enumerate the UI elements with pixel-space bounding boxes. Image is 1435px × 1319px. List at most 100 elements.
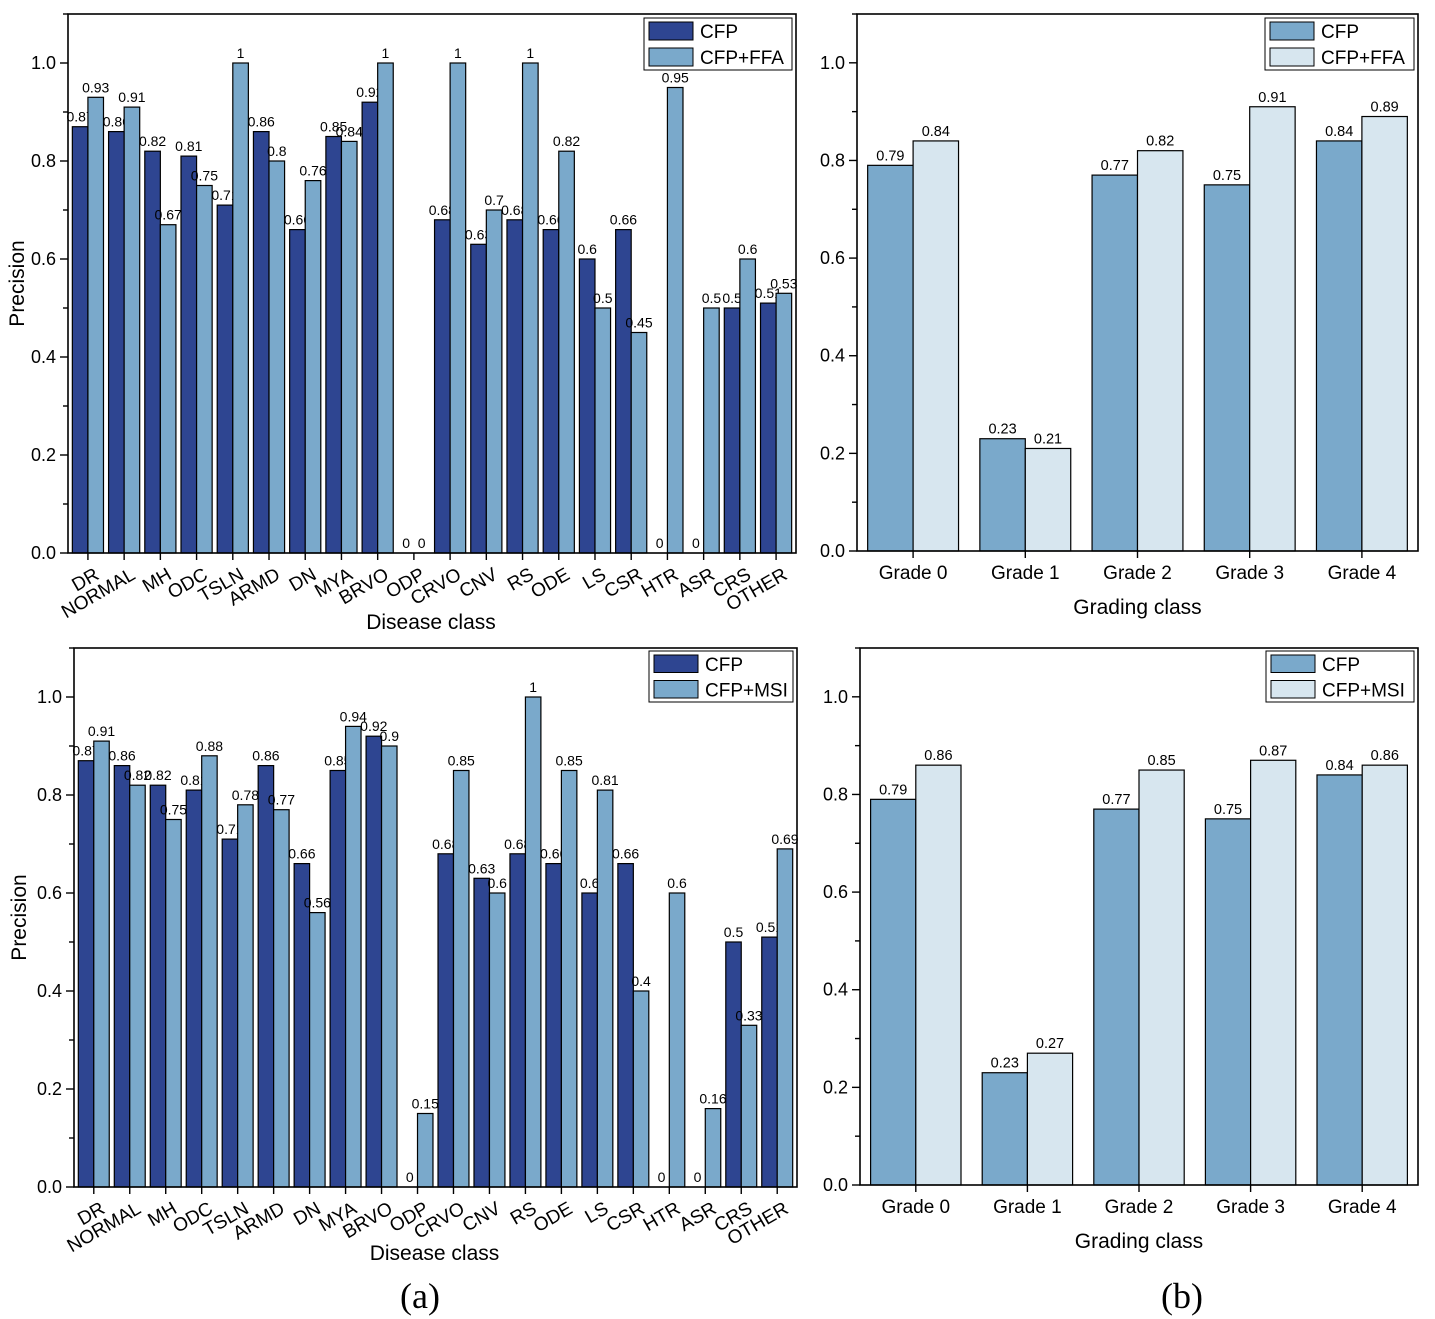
x-tick-label: Grade 3 <box>1215 563 1284 584</box>
x-tick-label: Grade 1 <box>991 563 1060 584</box>
data-label: 0.5 <box>724 924 744 940</box>
data-label: 0.6 <box>667 875 687 891</box>
bar-cfp-msi-csr <box>632 990 650 1188</box>
bar-cfp-ffa-asr <box>703 307 720 554</box>
data-label: 0.91 <box>88 723 115 739</box>
data-label: 0.75 <box>1213 168 1241 184</box>
bar-cfp-ffa-normal <box>123 106 141 554</box>
bar-cfp-ffa-brvo <box>377 62 394 554</box>
x-tick-label: CNV <box>459 1198 505 1236</box>
bar-cfp-armd <box>257 764 275 1188</box>
data-label: 0.91 <box>118 89 145 105</box>
data-label: 1 <box>237 45 245 61</box>
data-label: 0.87 <box>1259 743 1287 759</box>
data-label: 0.68 <box>432 836 459 852</box>
bar-cfp-ffa-grade-2 <box>1136 150 1184 552</box>
data-label: 0.86 <box>252 748 279 764</box>
data-label: 0.63 <box>465 226 492 242</box>
bar-cfp-msi-armd <box>273 809 290 1188</box>
data-label: 0.86 <box>924 748 952 764</box>
data-label: 0.16 <box>699 1091 726 1107</box>
bar-cfp-ffa-grade-4 <box>1361 115 1408 552</box>
data-label: 0.23 <box>988 422 1016 438</box>
data-label: 0.9 <box>380 728 400 744</box>
bar-cfp-normal <box>107 131 125 554</box>
data-label: 0.7 <box>484 192 504 208</box>
bar-cfp-msi-grade-2 <box>1138 769 1185 1186</box>
data-label: 0.86 <box>1371 748 1399 764</box>
data-label: 0.85 <box>556 753 583 769</box>
bar-cfp-odc <box>180 155 198 554</box>
y-tick-label: 0.6 <box>31 249 56 269</box>
legend-label: CFP+FFA <box>1321 48 1405 69</box>
x-axis-title: Disease class <box>370 1242 500 1265</box>
data-label: 0.15 <box>412 1096 439 1112</box>
bar-cfp-msi-grade-1 <box>1026 1052 1074 1186</box>
data-label: 0.76 <box>299 163 326 179</box>
data-label: 0.84 <box>1325 758 1353 774</box>
data-label: 0.89 <box>1371 100 1399 116</box>
bar-cfp-dr <box>71 126 89 554</box>
legend-label: CFP <box>1321 22 1359 43</box>
data-label: 0.82 <box>124 767 151 783</box>
data-label: 0.92 <box>360 718 387 734</box>
bar-cfp-grade-4 <box>1315 140 1363 552</box>
bar-cfp-msi-cnv <box>488 892 506 1188</box>
plot-frame <box>73 647 798 1188</box>
data-label: 0 <box>658 1169 666 1185</box>
data-label: 0.27 <box>1036 1036 1064 1052</box>
y-tick-label: 0.2 <box>820 443 845 463</box>
legend-label: CFP+MSI <box>1322 680 1405 701</box>
bar-cfp-ffa-rs <box>521 62 539 554</box>
bar-cfp-msi-grade-0 <box>915 764 962 1186</box>
x-tick-label: Grade 0 <box>879 563 948 584</box>
bar-cfp-rs <box>509 853 527 1188</box>
bar-cfp-ffa-ls <box>594 307 612 554</box>
bar-cfp-msi-odp <box>416 1112 434 1188</box>
data-label: 0.75 <box>191 168 218 184</box>
data-label: 0.77 <box>268 792 295 808</box>
y-tick-label: 0.8 <box>37 785 62 805</box>
bar-cfp-ffa-grade-3 <box>1249 106 1296 552</box>
legend-swatch-cfp-msi <box>653 680 699 699</box>
data-label: 0.81 <box>180 772 207 788</box>
data-label: 0.45 <box>625 315 652 331</box>
bar-cfp-msi-mh <box>165 818 182 1188</box>
bar-cfp-ffa-tsln <box>232 62 249 554</box>
data-label: 0 <box>656 535 664 551</box>
data-label: 0.68 <box>429 202 456 218</box>
data-label: 0.5 <box>702 290 722 306</box>
x-tick-label: Grade 1 <box>993 1197 1062 1218</box>
bar-cfp-ffa-crvo <box>449 62 467 554</box>
bar-cfp-dn <box>293 862 311 1188</box>
bar-cfp-msi-rs <box>524 696 542 1188</box>
chart-0: 0.87 0.860.82 0.810.710.860.660.850.9200.6… <box>6 13 798 634</box>
data-label: 0.53 <box>770 275 797 291</box>
data-label: 0 <box>692 535 700 551</box>
bar-cfp-ffa-dr <box>87 96 105 554</box>
y-tick-label: 0.6 <box>820 248 845 268</box>
data-label: 0.79 <box>879 782 907 798</box>
y-tick-label: 0.0 <box>37 1177 62 1197</box>
legend-label: CFP <box>705 655 743 676</box>
bar-cfp-ls <box>581 892 598 1188</box>
data-label: 0.51 <box>755 285 782 301</box>
data-label: 0.85 <box>1147 753 1175 769</box>
panel-label-a: (a) <box>400 1276 440 1316</box>
bar-cfp-grade-2 <box>1091 174 1139 552</box>
y-tick-label: 0.2 <box>31 445 56 465</box>
x-tick-label: CNV <box>456 564 502 602</box>
legend-swatch-cfp-ffa <box>648 47 694 67</box>
bar-cfp-ffa-mh <box>159 224 177 554</box>
data-label: 0 <box>418 535 426 551</box>
bar-cfp-rs <box>506 219 524 554</box>
bar-cfp-dr <box>77 760 95 1188</box>
legend-swatch-cfp <box>648 21 694 41</box>
bar-cfp-ode <box>542 229 560 554</box>
y-tick-label: 0.4 <box>823 980 848 1000</box>
x-tick-label: NORMAL <box>58 564 139 623</box>
data-label: 0.81 <box>175 138 202 154</box>
data-label: 0.95 <box>662 70 689 86</box>
data-label: 0.88 <box>196 738 223 754</box>
